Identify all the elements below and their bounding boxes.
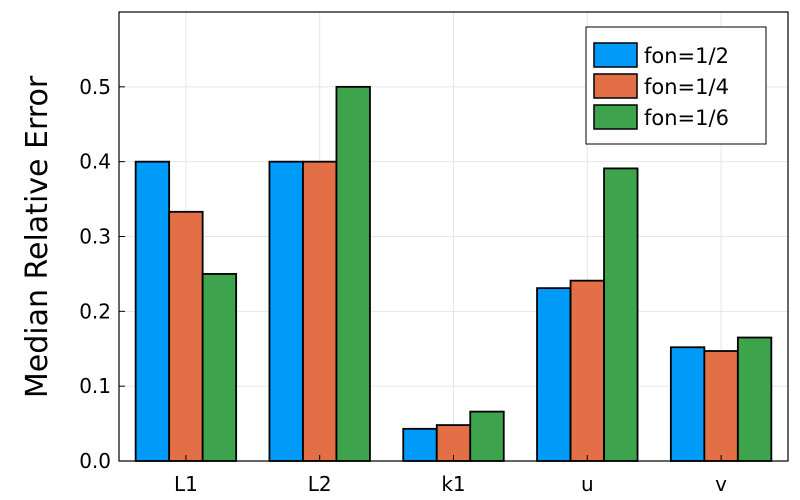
bar-k1-fon=1/2: [402, 427, 438, 462]
bar-k1-fon=1/6: [469, 410, 505, 462]
x-tick-label: u: [581, 472, 594, 496]
x-tick-label: v: [715, 472, 727, 496]
y-tick-label: 0.1: [79, 374, 111, 398]
legend-label: fon=1/2: [644, 44, 729, 68]
bar-u-fon=1/2: [536, 287, 572, 462]
x-tick-label: L2: [308, 472, 332, 496]
bar-L2-fon=1/6: [335, 85, 371, 462]
legend: fon=1/2 fon=1/4 fon=1/6: [585, 26, 767, 145]
y-axis-ticks: 0.0 0.1 0.2 0.3 0.4 0.5: [79, 75, 125, 473]
y-tick-label: 0.3: [79, 225, 111, 249]
x-tick-label: k1: [441, 472, 465, 496]
x-tick-label: L1: [174, 472, 198, 496]
y-axis-label: Median Relative Error: [20, 75, 55, 398]
bar-v-fon=1/6: [736, 336, 773, 462]
legend-label: fon=1/4: [644, 75, 729, 99]
y-tick-label: 0.4: [79, 150, 111, 174]
bars-group: [134, 85, 773, 462]
y-tick-label: 0.2: [79, 299, 111, 323]
bar-L1-fon=1/4: [168, 210, 204, 462]
bar-u-fon=1/4: [569, 279, 605, 462]
legend-swatch: [593, 42, 638, 68]
x-axis-ticks: L1 L2 k1 u v: [174, 455, 727, 496]
bar-u-fon=1/6: [603, 167, 639, 462]
bar-v-fon=1/2: [669, 346, 706, 462]
y-tick-label: 0.5: [79, 75, 111, 99]
bar-L2-fon=1/2: [268, 160, 304, 462]
legend-swatch: [593, 73, 638, 99]
bar-L1-fon=1/6: [201, 273, 238, 462]
legend-label: fon=1/6: [644, 106, 729, 130]
legend-swatch: [593, 104, 638, 130]
bar-v-fon=1/4: [703, 350, 739, 462]
bar-L2-fon=1/4: [302, 160, 338, 462]
y-tick-label: 0.0: [79, 449, 111, 473]
bar-L1-fon=1/2: [134, 160, 171, 462]
